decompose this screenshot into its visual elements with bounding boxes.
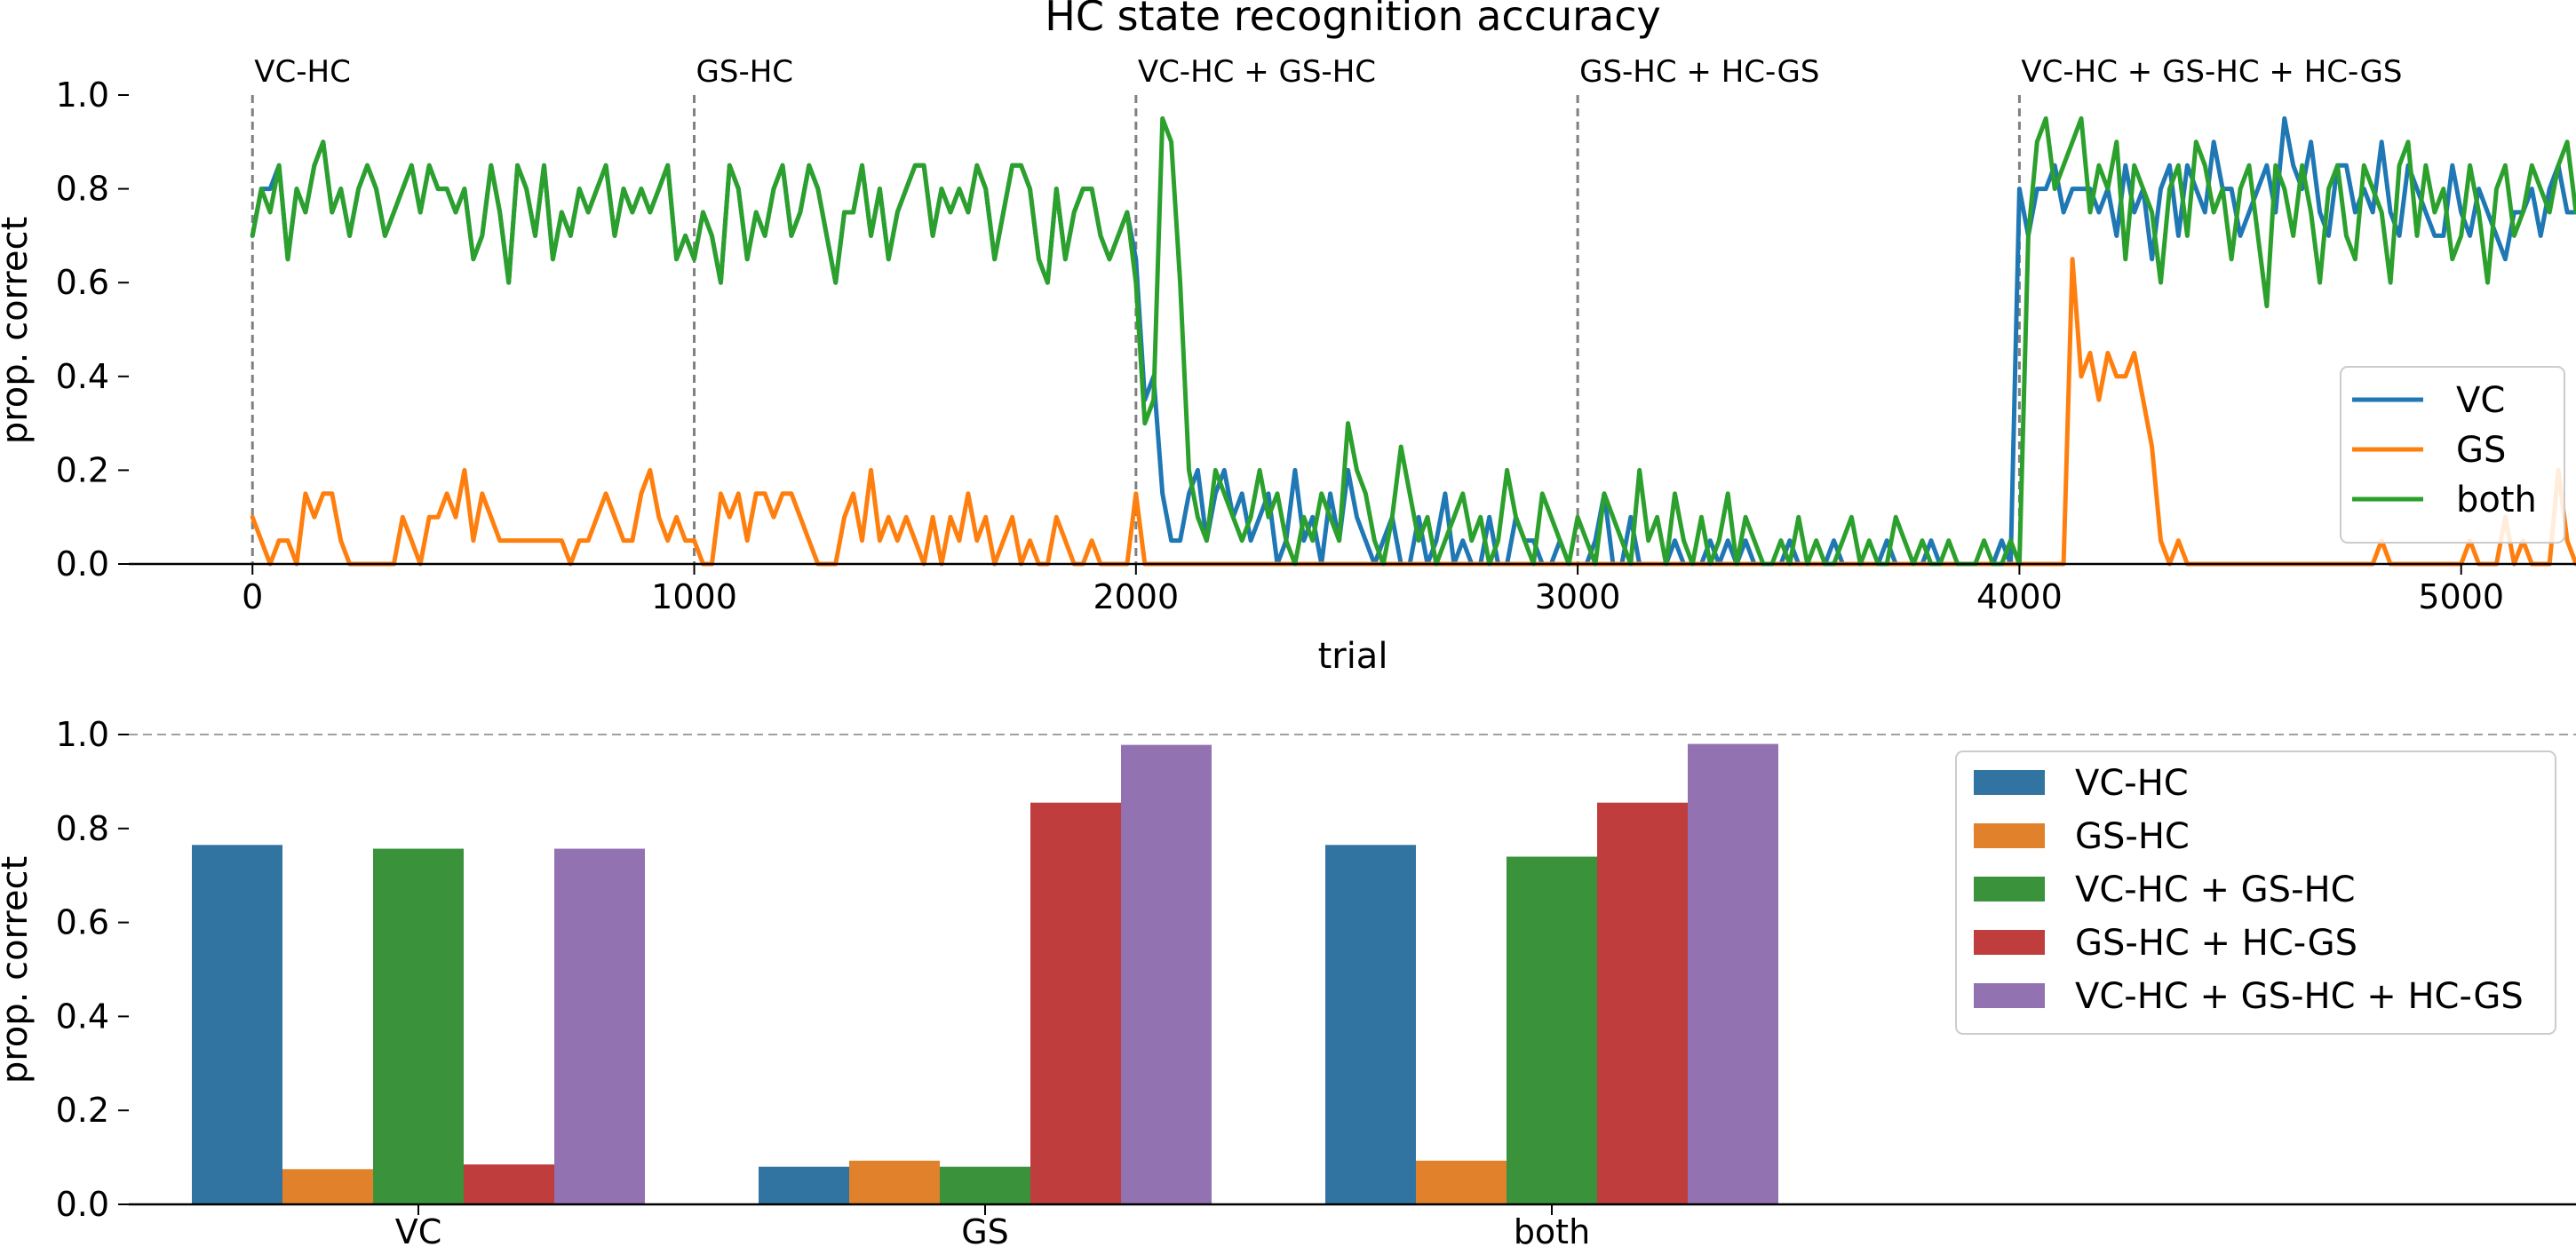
y-tick-label: 0.2 — [56, 1091, 109, 1130]
y-axis-label: prop. correct — [0, 217, 36, 444]
bar-gs-gs-hc — [849, 1160, 940, 1204]
bar-gs-gs-hc-hc-gs — [1030, 802, 1121, 1204]
bar-both-vc-hc-gs-hc-hc-gs — [1688, 743, 1778, 1204]
legend-swatch-gs-hc-hc-gs — [1974, 930, 2045, 955]
phase-label: VC-HC + GS-HC — [1138, 54, 1376, 90]
bar-both-vc-hc-gs-hc — [1507, 856, 1597, 1204]
legend-swatch-vc-hc — [1974, 770, 2045, 795]
bar-vc-gs-hc-hc-gs — [464, 1164, 554, 1204]
legend-label-gs: GS — [2456, 430, 2506, 471]
bar-vc-vc-hc-gs-hc — [373, 848, 464, 1204]
bar-both-vc-hc — [1325, 845, 1416, 1204]
y-tick-label: 0.2 — [56, 450, 109, 489]
x-tick-label: 5000 — [2418, 577, 2504, 616]
phase-markers: VC-HC GS-HC VC-HC + GS-HC GS-HC + HC-GS VC-H… — [250, 54, 2402, 564]
y-ticks: 0.0 0.2 0.4 0.6 0.8 1.0 — [56, 75, 129, 584]
legend-entries: VC GS both — [2352, 380, 2537, 520]
legend-label-vc-hc: VC-HC — [2075, 763, 2189, 804]
x-tick-label: GS — [961, 1212, 1009, 1247]
y-tick-label: 1.0 — [56, 715, 109, 754]
series-line-vc — [250, 115, 2576, 567]
bar-legend: VC-HC GS-HC VC-HC + GS-HC GS-HC + HC-GS VC-H… — [1955, 751, 2556, 1035]
y-tick-label: 0.8 — [56, 170, 109, 209]
line-legend: VC GS both — [2340, 366, 2565, 544]
y-ticks: 0.0 0.2 0.4 0.6 0.8 1.0 — [56, 715, 129, 1224]
legend-label-vc-hc-gs-hc: VC-HC + GS-HC — [2075, 870, 2356, 910]
line-chart-panel: HC state recognition accuracy VC-HC GS-HC… — [0, 0, 2576, 677]
legend-label-vc: VC — [2456, 380, 2505, 421]
legend-entries: VC-HC GS-HC VC-HC + GS-HC GS-HC + HC-GS VC-H… — [1974, 763, 2524, 1017]
y-tick-label: 1.0 — [56, 75, 109, 115]
chart-title: HC state recognition accuracy — [1045, 0, 1661, 40]
legend-box — [1955, 751, 2556, 1035]
y-tick-label: 0.6 — [56, 903, 109, 942]
x-tick-label: VC — [395, 1212, 442, 1247]
x-ticks: VC GS both — [395, 1204, 1590, 1247]
x-axis-label: trial — [1318, 636, 1388, 677]
x-tick-label: 3000 — [1535, 577, 1621, 616]
bar-gs-vc-hc-gs-hc-hc-gs — [1121, 744, 1212, 1204]
x-ticks: 0 1000 2000 3000 4000 5000 — [242, 564, 2504, 616]
y-tick-label: 0.4 — [56, 357, 109, 396]
y-tick-label: 0.6 — [56, 263, 109, 302]
bar-both-gs-hc-hc-gs — [1597, 802, 1688, 1204]
bars — [192, 743, 1778, 1204]
x-tick-label: 1000 — [651, 577, 737, 616]
phase-label: GS-HC + HC-GS — [1579, 54, 1819, 90]
legend-swatch-vc-hc-gs-hc — [1974, 877, 2045, 901]
x-tick-label: 0 — [242, 577, 263, 616]
legend-swatch-gs-hc — [1974, 823, 2045, 848]
y-tick-label: 0.0 — [56, 1185, 109, 1224]
y-axis-label: prop. correct — [0, 856, 36, 1084]
phase-label: VC-HC + GS-HC + HC-GS — [2021, 54, 2402, 90]
bar-both-gs-hc — [1416, 1160, 1507, 1204]
bar-vc-vc-hc-gs-hc-hc-gs — [554, 848, 645, 1204]
legend-label-gs-hc-hc-gs: GS-HC + HC-GS — [2075, 923, 2357, 964]
x-tick-label: 4000 — [1976, 577, 2063, 616]
y-tick-label: 0.8 — [56, 809, 109, 848]
y-tick-label: 0.4 — [56, 997, 109, 1036]
bar-gs-vc-hc — [759, 1166, 849, 1204]
phase-label: VC-HC — [254, 54, 351, 90]
y-tick-label: 0.0 — [56, 544, 109, 584]
x-tick-label: both — [1514, 1212, 1590, 1247]
x-tick-label: 2000 — [1093, 577, 1179, 616]
series-line-gs — [250, 257, 2576, 567]
legend-swatch-vc-hc-gs-hc-hc-gs — [1974, 983, 2045, 1008]
legend-label-both: both — [2456, 480, 2537, 520]
legend-label-gs-hc: GS-HC — [2075, 816, 2190, 857]
series-line-both — [250, 115, 2576, 567]
bar-vc-vc-hc — [192, 845, 282, 1204]
line-series — [250, 115, 2576, 567]
bar-chart-panel: VC GS both 0.0 0.2 0.4 0.6 0.8 1.0 prop. correc… — [0, 715, 2576, 1247]
bar-gs-vc-hc-gs-hc — [940, 1166, 1030, 1204]
bar-vc-gs-hc — [282, 1169, 373, 1204]
legend-label-vc-hc-gs-hc-hc-gs: VC-HC + GS-HC + HC-GS — [2075, 976, 2524, 1017]
phase-label: GS-HC — [696, 54, 794, 90]
